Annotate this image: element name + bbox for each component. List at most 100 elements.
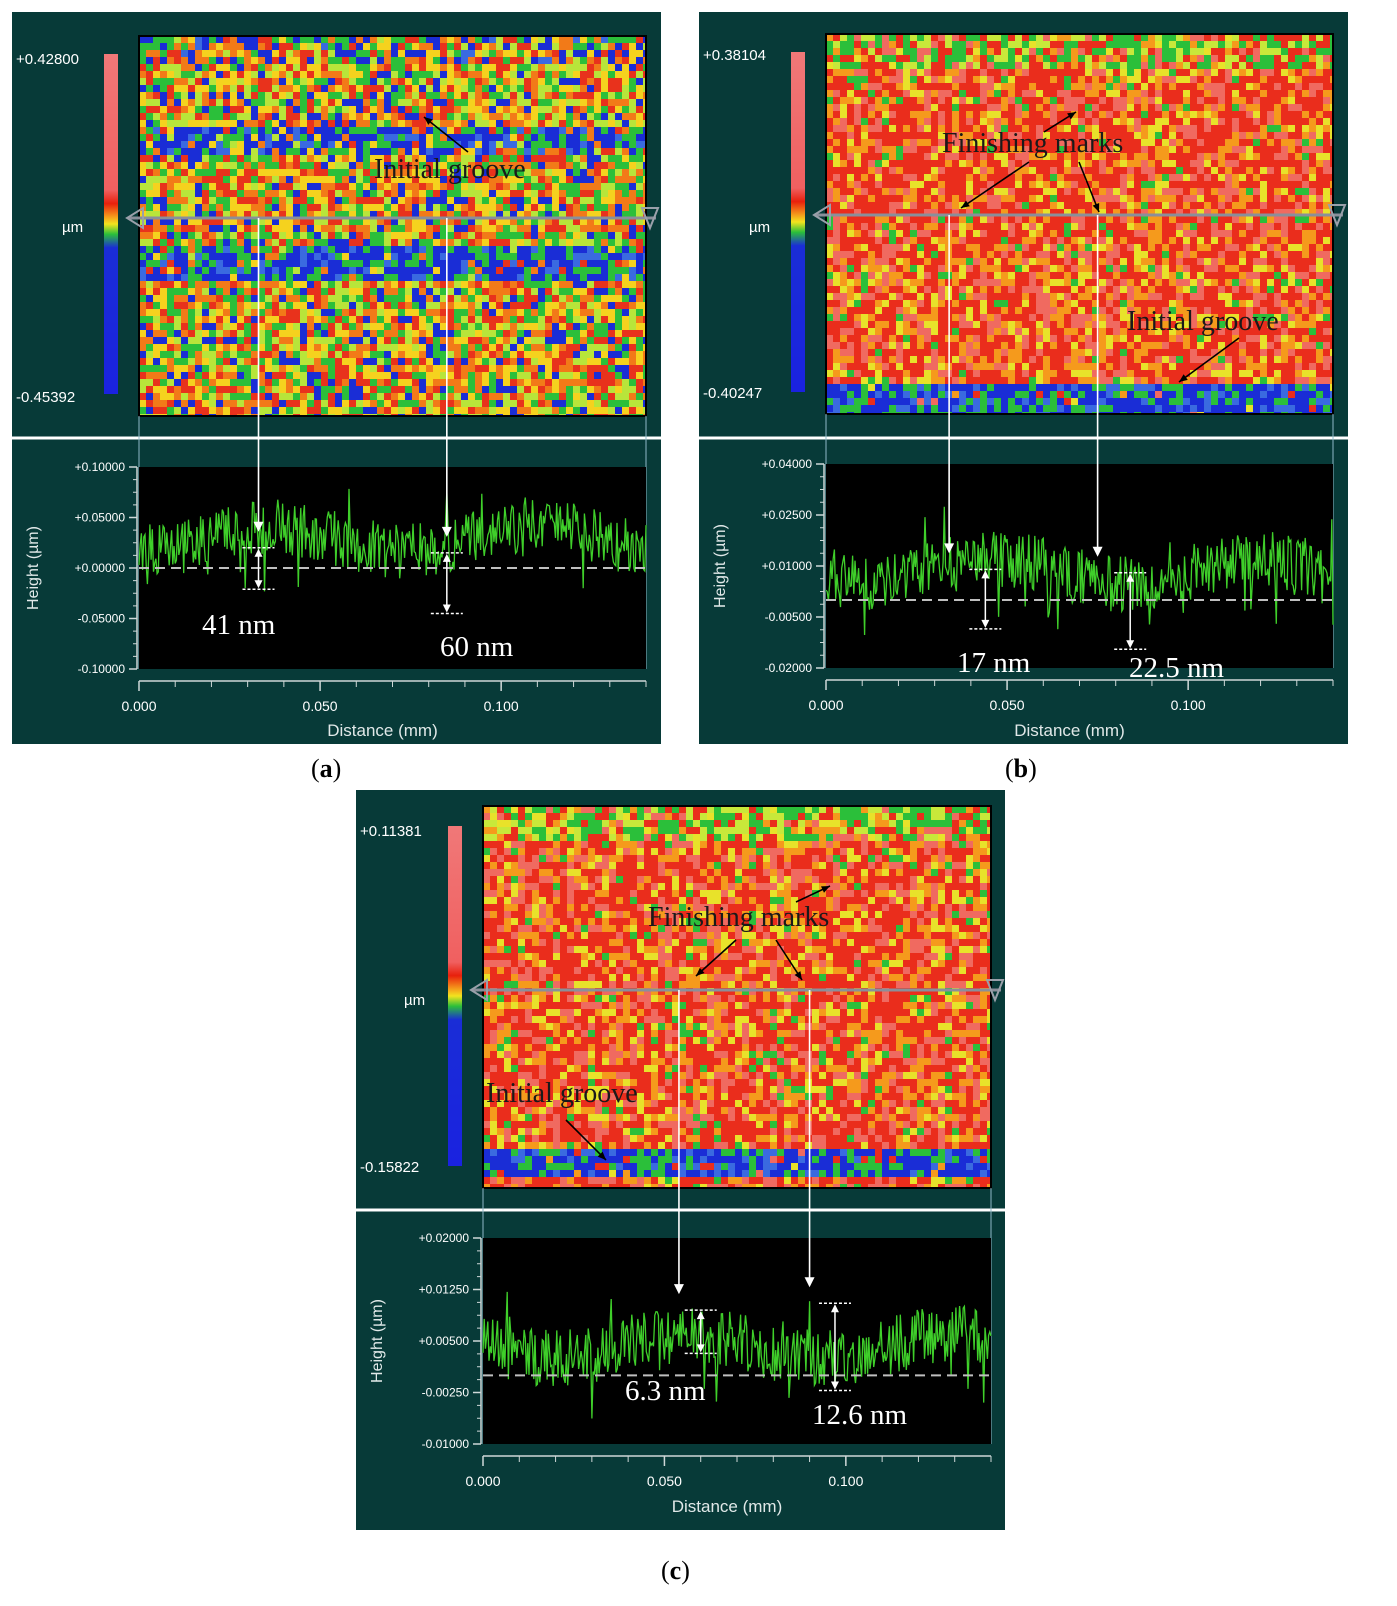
- annotation-arrow: [960, 161, 1030, 209]
- colorbar-unit-label: µm: [62, 219, 83, 236]
- measurement-label: 12.6 nm: [812, 1399, 908, 1431]
- annotation-arrowhead: [696, 967, 705, 976]
- y-tick-label: +0.10000: [75, 460, 126, 474]
- annotation-arrowhead: [1067, 112, 1076, 120]
- y-tick-label: +0.01000: [762, 559, 813, 573]
- measurement-label: 41 nm: [202, 609, 276, 641]
- profile-locator-arrowhead: [804, 1277, 815, 1288]
- profile-locator-arrowhead: [673, 1284, 684, 1295]
- y-tick-label: -0.02000: [765, 661, 813, 675]
- y-tick-label: +0.02000: [419, 1231, 470, 1245]
- measurement-arrowhead-up: [254, 548, 263, 557]
- annotation-arrowhead: [1092, 203, 1100, 212]
- colorbar-min-label: -0.40247: [703, 385, 762, 402]
- caption-b: (b): [1005, 754, 1037, 783]
- annotation-arrow: [695, 939, 737, 977]
- caption-a: (a): [311, 754, 342, 783]
- panel-svg: +0.38104 -0.40247 µm Finishing marks Initial…: [699, 33, 1348, 740]
- measurement-arrowhead-up: [696, 1311, 705, 1320]
- profile-line: [825, 506, 1334, 636]
- annotation-arrowhead: [794, 971, 802, 980]
- profile-line: [482, 1291, 992, 1419]
- map-annotation: Finishing marks: [648, 902, 829, 933]
- colorbar-max-label: +0.38104: [703, 47, 766, 64]
- profile-plot-area: [483, 1238, 991, 1444]
- y-axis-label: Height (µm): [369, 1299, 386, 1383]
- y-tick-label: +0.04000: [762, 457, 813, 471]
- map-annotation: Initial groove: [374, 154, 526, 185]
- annotation-arrowhead: [821, 886, 830, 893]
- annotation-arrow: [565, 1119, 607, 1161]
- panel-c: +0.11381 -0.15822 µm Finishing marks Initial…: [356, 790, 1005, 1530]
- panel-svg: +0.11381 -0.15822 µm Finishing marks Initial…: [356, 805, 1005, 1516]
- colorbar-unit-label: µm: [749, 219, 770, 236]
- colorbar-unit-label: µm: [404, 992, 425, 1009]
- measurement-label: 17 nm: [957, 647, 1031, 679]
- measurement-label: 22.5 nm: [1129, 652, 1225, 684]
- measurement-arrowhead-up: [1126, 573, 1135, 582]
- x-tick-label: 0.100: [1171, 697, 1206, 713]
- x-tick-label: 0.000: [808, 697, 843, 713]
- annotation-arrow: [1178, 337, 1240, 383]
- x-tick-label: 0.050: [647, 1473, 682, 1489]
- measurement-arrowhead-up: [442, 553, 451, 562]
- y-axis-label: Height (µm): [712, 524, 729, 608]
- scan-end-marker: [640, 207, 660, 231]
- y-tick-label: +0.01250: [419, 1283, 470, 1297]
- x-tick-label: 0.100: [828, 1473, 863, 1489]
- x-axis-label: Distance (mm): [1014, 721, 1125, 740]
- profile-locator-arrowhead: [1092, 546, 1103, 557]
- scan-end-marker: [985, 979, 1005, 1003]
- panel-svg: +0.42800 -0.45392 µm Initial groove +0.10000…: [12, 35, 661, 740]
- panel-a: +0.42800 -0.45392 µm Initial groove +0.10000…: [12, 12, 661, 744]
- height-map: [826, 34, 1333, 414]
- profile-locator-arrowhead: [441, 526, 452, 537]
- x-tick-label: 0.100: [484, 698, 519, 714]
- annotation-arrowhead: [1179, 374, 1188, 382]
- annotation-arrowhead: [961, 200, 970, 208]
- measurement-arrowhead-up: [830, 1304, 839, 1313]
- map-annotation: Initial groove: [1127, 306, 1279, 337]
- colorbar-max-label: +0.42800: [16, 51, 79, 68]
- map-annotation: Finishing marks: [942, 128, 1123, 159]
- colorbar-min-label: -0.45392: [16, 389, 75, 406]
- y-tick-label: -0.10000: [78, 662, 126, 676]
- profile-locator-arrowhead: [944, 543, 955, 554]
- map-frame: [825, 33, 1334, 415]
- annotation-arrow: [423, 116, 469, 153]
- annotation-arrowhead: [597, 1151, 606, 1160]
- y-tick-label: +0.00000: [75, 561, 126, 575]
- y-tick-label: +0.02500: [762, 508, 813, 522]
- scan-start-marker: [469, 978, 488, 1002]
- height-map: [483, 806, 991, 1188]
- annotation-arrow: [1078, 161, 1100, 213]
- x-axis-label: Distance (mm): [672, 1497, 783, 1516]
- measurement-arrowhead-up: [981, 570, 990, 579]
- y-tick-label: -0.01000: [422, 1437, 470, 1451]
- colorbar-max-label: +0.11381: [360, 823, 422, 840]
- caption-c: (c): [661, 1556, 690, 1585]
- map-annotation: Initial groove: [486, 1078, 638, 1109]
- annotation-arrowhead: [424, 117, 433, 125]
- measurement-arrowhead-down: [254, 580, 263, 589]
- scan-start-marker: [812, 203, 831, 227]
- panel-b: +0.38104 -0.40247 µm Finishing marks Initial…: [699, 12, 1348, 744]
- color-bar: [448, 826, 462, 1166]
- color-bar: [104, 54, 118, 394]
- y-tick-label: +0.05000: [75, 511, 126, 525]
- y-tick-label: -0.00500: [765, 610, 813, 624]
- measurement-label: 60 nm: [440, 631, 514, 663]
- x-tick-label: 0.050: [303, 698, 338, 714]
- height-map: [139, 36, 646, 416]
- color-bar: [791, 52, 805, 392]
- y-axis-label: Height (µm): [25, 526, 42, 610]
- measurement-arrowhead-down: [696, 1344, 705, 1353]
- x-tick-label: 0.000: [465, 1473, 500, 1489]
- x-axis-label: Distance (mm): [327, 721, 438, 740]
- measurement-arrowhead-down: [442, 604, 451, 613]
- scan-end-marker: [1327, 204, 1347, 228]
- measurement-arrowhead-down: [830, 1381, 839, 1390]
- y-tick-label: -0.00250: [422, 1386, 470, 1400]
- scan-start-marker: [125, 206, 144, 230]
- x-tick-label: 0.000: [121, 698, 156, 714]
